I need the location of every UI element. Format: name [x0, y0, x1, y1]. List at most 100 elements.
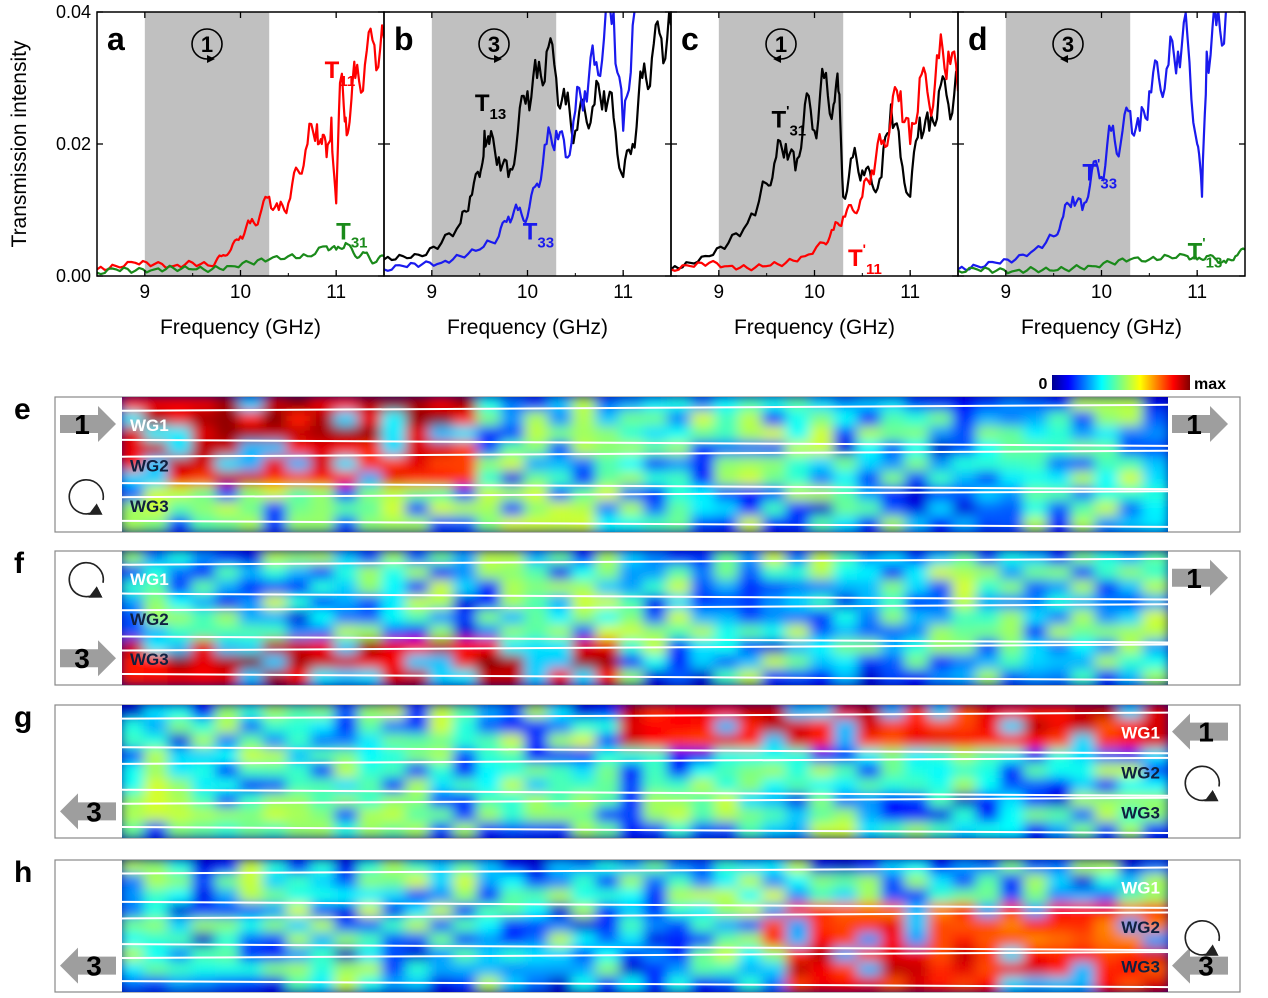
field-cell [238, 792, 267, 810]
field-cell [476, 961, 505, 979]
field-cell [1094, 594, 1123, 612]
field-cell [1118, 501, 1147, 518]
field-cell [714, 932, 743, 949]
curve-label: T31 [336, 219, 367, 252]
field-cell [856, 733, 885, 751]
field-cell [928, 718, 957, 736]
field-cell [429, 579, 457, 597]
field-cell [1094, 654, 1123, 672]
field-cell [880, 718, 909, 736]
waveguide-label: WG1 [1121, 724, 1160, 743]
field-cell [595, 397, 624, 413]
port-number: 1 [201, 32, 213, 57]
field-cell [833, 873, 861, 891]
field-cell [286, 594, 315, 612]
field-cell [928, 961, 957, 979]
field-cell [547, 654, 576, 672]
field-cell [1070, 822, 1099, 838]
field-cell [785, 932, 814, 949]
field-cell [191, 669, 220, 685]
panel-letter: f [14, 547, 25, 580]
panel-letter: d [968, 21, 988, 57]
field-cell [1047, 792, 1075, 810]
field-cell [547, 579, 576, 597]
field-cell [238, 763, 267, 780]
field-cell [262, 961, 291, 979]
field-cell [904, 947, 933, 964]
field-cell [333, 654, 362, 672]
field-intensity [122, 860, 1168, 992]
field-cell [143, 551, 172, 567]
field-cell [952, 705, 980, 721]
field-cell [1094, 807, 1123, 825]
field-cell [952, 718, 980, 736]
field-cell [524, 873, 552, 891]
waveguide-label: WG2 [130, 457, 169, 476]
field-cell [167, 564, 196, 582]
field-cell [286, 516, 315, 532]
field-cell [1070, 763, 1099, 780]
field-cell [809, 961, 838, 979]
field-cell [238, 551, 267, 567]
field-cell [904, 777, 933, 795]
field-cell [952, 471, 980, 488]
field-cell [310, 763, 338, 780]
field-cell [999, 792, 1028, 810]
colorbar-gradient [1052, 375, 1190, 390]
field-cell [856, 579, 885, 597]
field-cell [738, 873, 766, 891]
field-cell [619, 733, 647, 751]
field-map [122, 551, 1168, 685]
field-cell [381, 486, 410, 503]
field-cell [643, 777, 671, 795]
field-cell [452, 860, 481, 876]
field-cell [143, 564, 172, 582]
field-cell [1070, 654, 1099, 672]
field-cell [1142, 516, 1168, 532]
field-cell [262, 441, 291, 458]
field-cell [500, 551, 529, 567]
field-cell [1094, 763, 1123, 780]
field-cell [524, 411, 552, 428]
field-cell [809, 807, 838, 825]
field-cell [1094, 579, 1123, 597]
field-cell [405, 426, 434, 443]
field-cell [429, 705, 457, 721]
field-cell [571, 860, 600, 876]
field-cell [122, 763, 148, 780]
field-cell [286, 624, 315, 642]
field-cell [571, 456, 600, 473]
field-cell [1023, 961, 1052, 979]
field-cell [1118, 792, 1147, 810]
field-cell [809, 594, 838, 612]
field-cell [809, 411, 838, 428]
field-cell [975, 705, 1004, 721]
field-cell [761, 609, 790, 627]
field-cell [619, 917, 647, 935]
field-cell [643, 932, 671, 949]
field-cell [476, 654, 505, 672]
field-cell [262, 976, 291, 992]
field-cell [238, 624, 267, 642]
field-cell [215, 792, 243, 810]
field-cell [595, 777, 624, 795]
field-cell [999, 579, 1028, 597]
field-cell [310, 822, 338, 838]
field-cell [738, 807, 766, 825]
field-cell [1070, 669, 1099, 685]
field-cell [143, 733, 172, 751]
series-line-Tp33 [958, 12, 1227, 271]
field-cell [357, 873, 386, 891]
field-cell [999, 807, 1028, 825]
field-cell [215, 411, 243, 428]
field-cell [381, 947, 410, 964]
field-cell [357, 609, 386, 627]
rotation-circle-icon [68, 479, 105, 515]
field-cell [476, 551, 505, 567]
field-cell [690, 501, 719, 518]
waveguide-label: WG2 [1121, 918, 1160, 937]
field-cell [122, 932, 148, 949]
field-cell [143, 748, 172, 766]
field-cell [143, 947, 172, 964]
field-cell [1047, 947, 1075, 964]
